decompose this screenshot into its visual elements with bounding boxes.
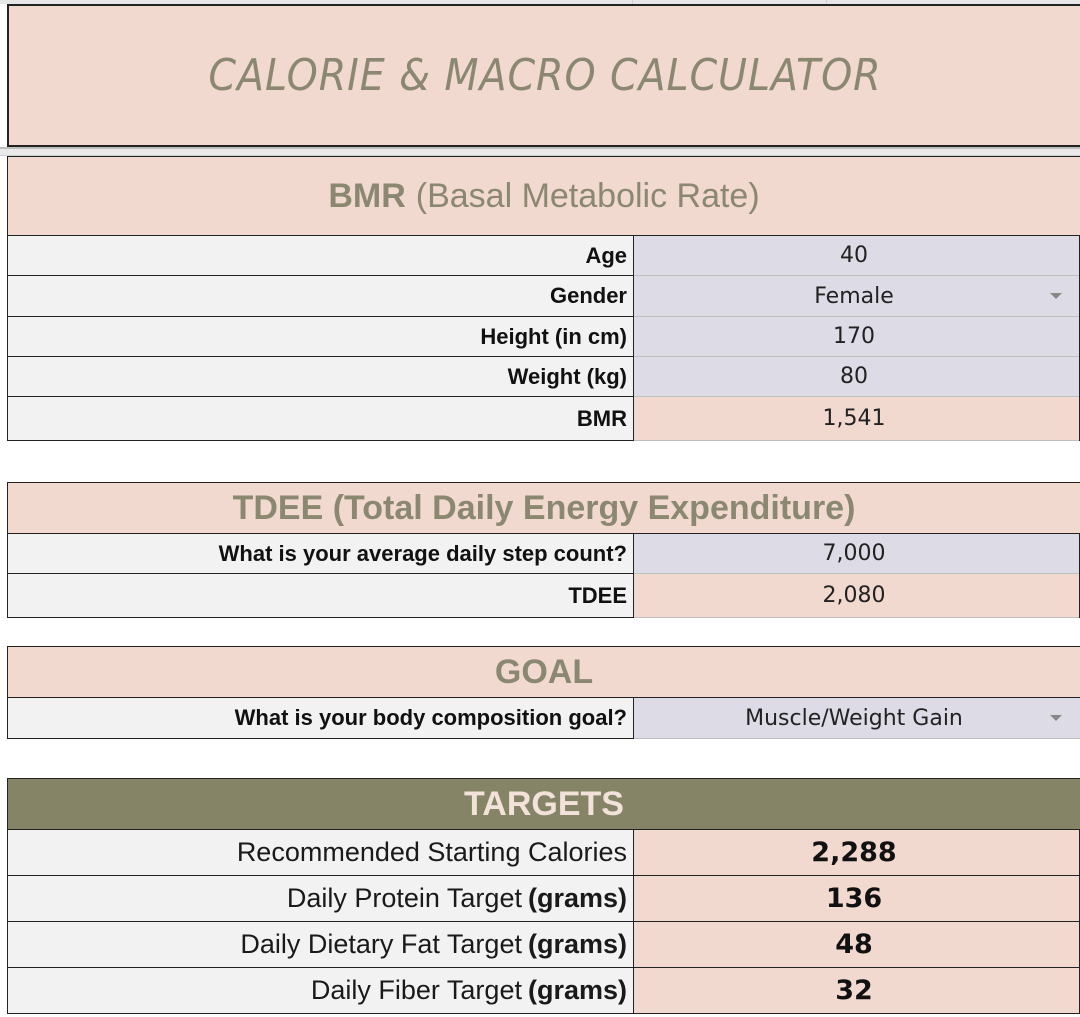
target-row-fiber: Daily Fiber Target (grams) 32: [7, 968, 1080, 1014]
goal-label: What is your body composition goal?: [7, 698, 634, 739]
calories-label: Recommended Starting Calories: [7, 830, 634, 876]
targets-section-heading: TARGETS: [7, 778, 1080, 830]
protein-unit: (grams): [527, 883, 627, 913]
column-divider: [826, 0, 827, 4]
bmr-value: 1,541: [822, 406, 886, 431]
height-input[interactable]: 170: [634, 317, 1080, 357]
tdee-section-heading: TDEE (Total Daily Energy Expenditure): [7, 482, 1080, 534]
height-value: 170: [833, 324, 875, 349]
fiber-value: 32: [835, 975, 873, 1006]
goal-select[interactable]: Muscle/Weight Gain: [634, 698, 1080, 739]
target-row-fat: Daily Dietary Fat Target (grams) 48: [7, 922, 1080, 968]
height-label: Height (in cm): [7, 317, 634, 357]
goal-row: What is your body composition goal? Musc…: [7, 698, 1080, 739]
column-header-strip: [0, 0, 1080, 4]
goal-heading-text: GOAL: [494, 652, 594, 691]
weight-label: Weight (kg): [7, 357, 634, 397]
tdee-heading-text: TDEE (Total Daily Energy Expenditure): [232, 488, 856, 527]
weight-input[interactable]: 80: [634, 357, 1080, 397]
protein-value: 136: [825, 883, 883, 914]
fat-output: 48: [634, 922, 1080, 968]
bmr-row-gender: Gender Female: [7, 276, 1080, 317]
step-count-value: 7,000: [822, 541, 886, 566]
goal-section-heading: GOAL: [7, 646, 1080, 698]
protein-output: 136: [634, 876, 1080, 922]
age-value: 40: [840, 243, 868, 268]
tdee-output: 2,080: [634, 574, 1080, 618]
bmr-heading-light: (Basal Metabolic Rate): [415, 176, 760, 215]
fiber-unit: (grams): [527, 975, 627, 1005]
fiber-label: Daily Fiber Target (grams): [7, 968, 634, 1014]
target-row-calories: Recommended Starting Calories 2,288: [7, 830, 1080, 876]
fiber-output: 32: [634, 968, 1080, 1014]
tdee-row-steps: What is your average daily step count? 7…: [7, 534, 1080, 574]
step-count-label: What is your average daily step count?: [7, 534, 634, 574]
fat-label: Daily Dietary Fat Target (grams): [7, 922, 634, 968]
age-input[interactable]: 40: [634, 236, 1080, 276]
targets-heading-text: TARGETS: [464, 784, 624, 823]
bmr-section-heading: BMR (Basal Metabolic Rate): [7, 156, 1080, 236]
fat-unit: (grams): [527, 929, 627, 959]
calories-value: 2,288: [811, 837, 897, 868]
frozen-row-separator: [0, 147, 1080, 156]
bmr-row-result: BMR 1,541: [7, 397, 1080, 441]
weight-value: 80: [840, 364, 868, 389]
tdee-value: 2,080: [822, 583, 886, 608]
age-label: Age: [7, 236, 634, 276]
bmr-row-weight: Weight (kg) 80: [7, 357, 1080, 397]
gender-select[interactable]: Female: [634, 276, 1080, 317]
fat-label-text: Daily Dietary Fat Target: [240, 929, 522, 959]
protein-label: Daily Protein Target (grams): [7, 876, 634, 922]
calories-output: 2,288: [634, 830, 1080, 876]
bmr-heading-bold: BMR: [328, 176, 406, 215]
goal-value: Muscle/Weight Gain: [745, 705, 963, 731]
fat-value: 48: [835, 929, 873, 960]
calories-label-text: Recommended Starting Calories: [236, 837, 627, 867]
gender-value: Female: [814, 283, 894, 309]
chevron-down-icon[interactable]: [1050, 293, 1062, 299]
column-divider: [632, 0, 633, 4]
fiber-label-text: Daily Fiber Target: [310, 975, 522, 1005]
step-count-input[interactable]: 7,000: [634, 534, 1080, 574]
target-row-protein: Daily Protein Target (grams) 136: [7, 876, 1080, 922]
chevron-down-icon[interactable]: [1050, 715, 1062, 721]
bmr-output: 1,541: [634, 397, 1080, 441]
protein-label-text: Daily Protein Target: [286, 883, 522, 913]
title-banner: CALORIE & MACRO CALCULATOR: [7, 4, 1080, 147]
page-title: CALORIE & MACRO CALCULATOR: [207, 50, 882, 101]
tdee-row-result: TDEE 2,080: [7, 574, 1080, 618]
tdee-label: TDEE: [7, 574, 634, 618]
gender-label: Gender: [7, 276, 634, 317]
bmr-label: BMR: [7, 397, 634, 441]
bmr-row-age: Age 40: [7, 236, 1080, 276]
bmr-row-height: Height (in cm) 170: [7, 317, 1080, 357]
